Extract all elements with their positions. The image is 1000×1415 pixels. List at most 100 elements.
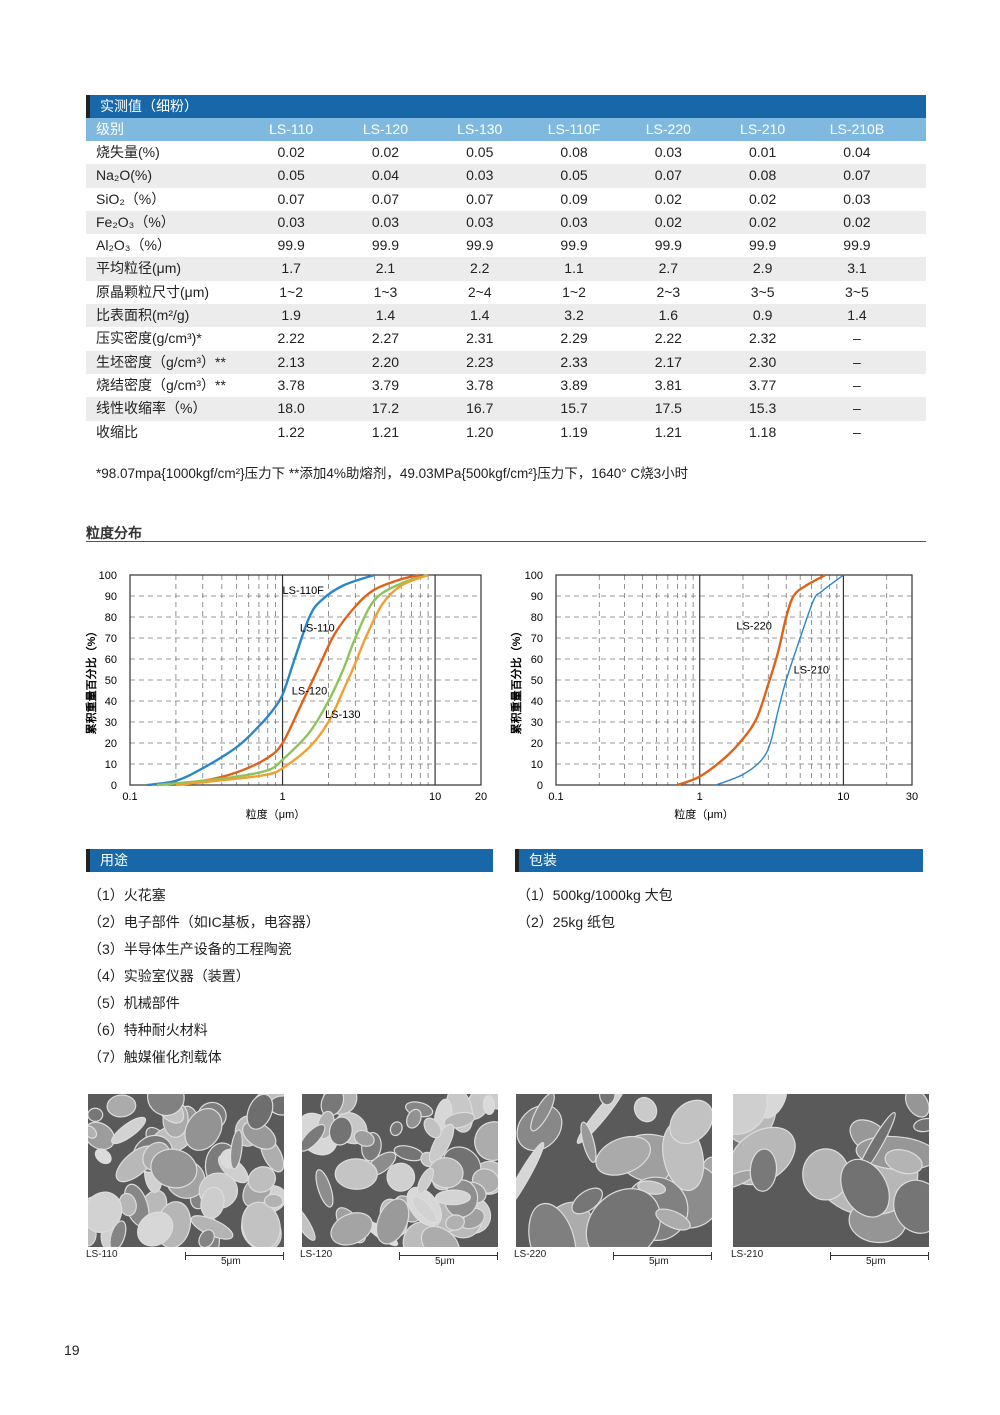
- uses-item: （2）电子部件（如IC基板，电容器）: [88, 914, 320, 930]
- table-cell: 1.19: [560, 423, 588, 440]
- table-cell: 3~5: [845, 283, 869, 300]
- table-cell: 0.07: [843, 167, 871, 184]
- x-axis-label: 粒度（μm）: [246, 807, 306, 821]
- table-cell: –: [853, 376, 861, 393]
- table-cell: 1.18: [749, 423, 777, 440]
- y-tick-label: 80: [531, 612, 543, 624]
- table-cell: 1.4: [847, 307, 867, 324]
- series-label: LS-120: [292, 686, 327, 698]
- series-line-ls-120: [156, 573, 429, 787]
- table-cell: 99.9: [843, 237, 871, 254]
- table-cell: 2.2: [470, 260, 490, 277]
- micrograph-caption: LS-210: [731, 1249, 764, 1260]
- scale-bar: [399, 1252, 498, 1260]
- table-cell: 1.1: [564, 260, 584, 277]
- properties-table: 实测值（细粉） 级别 LS-110 LS-120 LS-130 LS-110F LS-2…: [86, 95, 926, 444]
- x-tick-label: 0.1: [548, 791, 563, 803]
- table-cell: 3.78: [466, 376, 494, 393]
- table-cell: 0.02: [277, 144, 305, 160]
- table-cell: 3.79: [371, 376, 400, 393]
- y-tick-label: 20: [531, 738, 543, 750]
- series-line-ls-130: [175, 573, 429, 787]
- y-tick-label: 80: [105, 612, 117, 624]
- table-cell: 2~3: [656, 283, 681, 300]
- table-cell: 0.07: [466, 190, 494, 207]
- table-row: 线性收缩率（%） 18.0 17.2 16.7 15.7 17.5 15.3 –: [86, 397, 926, 421]
- row-label: 生坯密度（g/cm³）**: [96, 353, 226, 370]
- table-cell: 0.07: [654, 167, 682, 184]
- table-row: 烧结密度（g/cm³）** 3.78 3.79 3.78 3.89 3.81 3.77 –: [86, 374, 926, 397]
- column-header: LS-110F: [547, 121, 601, 137]
- table-cell: 3.1: [847, 260, 867, 277]
- table-cell: 0.9: [752, 307, 773, 324]
- y-tick-label: 40: [531, 696, 543, 708]
- y-tick-label: 40: [105, 696, 117, 708]
- x-tick-label: 0.1: [122, 791, 137, 803]
- series-line-ls-220: [677, 573, 827, 787]
- particle-distribution-chart-1: 0 10 20 30 40 50 60 70 80 90 100 0.1 1 10 20 粒度（μm） 累积重量…: [84, 570, 487, 821]
- plot-frame: [129, 574, 482, 786]
- scale-label: 5μm: [866, 1256, 886, 1267]
- series-label: LS-220: [736, 621, 771, 633]
- table-row: 烧失量(%) 0.02 0.02 0.05 0.08 0.03 0.01 0.04: [86, 141, 926, 164]
- row-label: 烧结密度（g/cm³）**: [96, 376, 226, 393]
- table-cell: 1.20: [466, 423, 494, 440]
- table-cell: 1.7: [281, 260, 301, 277]
- micrograph-caption: LS-120: [300, 1249, 333, 1260]
- packaging-item: （1）500kg/1000kg 大包: [517, 887, 673, 903]
- scale-label: 5μm: [649, 1256, 669, 1267]
- table-cell: 0.09: [560, 190, 588, 207]
- table-cell: 0.03: [277, 213, 305, 230]
- table-cell: 2.17: [654, 353, 682, 370]
- row-label: 烧失量(%): [96, 144, 160, 160]
- y-axis-label: 累积重量百分比（%）: [84, 626, 98, 735]
- y-axis-label: 累积重量百分比（%）: [509, 626, 523, 735]
- y-tick-label: 30: [531, 717, 543, 729]
- table-cell: 3.89: [560, 376, 588, 393]
- table-cell: –: [853, 353, 861, 370]
- table-cell: 0.04: [843, 144, 871, 160]
- table-cell: 2.27: [371, 330, 400, 347]
- table-cell: 18.0: [277, 400, 305, 417]
- table-row: 收缩比 1.22 1.21 1.20 1.19 1.21 1.18 –: [86, 421, 926, 444]
- scale-bar: [185, 1252, 284, 1260]
- table-cell: 0.03: [466, 167, 494, 184]
- column-header: LS-120: [362, 121, 409, 137]
- series-line-ls-110f: [147, 573, 375, 787]
- table-cell: 2.13: [277, 353, 305, 370]
- table-cell: –: [853, 423, 861, 440]
- table-cell: 3.77: [749, 376, 777, 393]
- x-tick-label: 10: [837, 791, 849, 803]
- table-cell: 0.02: [843, 213, 871, 230]
- sem-micrograph: [88, 1094, 284, 1247]
- x-tick-label: 1: [279, 791, 285, 803]
- table-cell: 1~2: [279, 283, 304, 300]
- table-cell: 0.05: [277, 167, 305, 184]
- table-cell: 0.08: [560, 144, 588, 160]
- table-cell: 0.05: [560, 167, 588, 184]
- series-label: LS-110: [300, 623, 335, 635]
- table-row: Na₂O(%) 0.05 0.04 0.03 0.05 0.07 0.08 0.07: [86, 164, 926, 188]
- table-row: 平均粒径(μm) 1.7 2.1 2.2 1.1 2.7 2.9 3.1: [86, 257, 926, 281]
- table-cell: 1.6: [658, 307, 679, 324]
- packaging-item: （2）25kg 纸包: [517, 914, 616, 930]
- uses-item: （5）机械部件: [88, 995, 180, 1011]
- y-tick-label: 20: [105, 738, 117, 750]
- series-line-ls-210: [715, 574, 844, 786]
- row-label: 原晶颗粒尺寸(μm): [96, 283, 210, 300]
- table-cell: 0.02: [654, 213, 682, 230]
- uses-item: （1）火花塞: [88, 887, 166, 903]
- y-tick-label: 100: [525, 570, 543, 582]
- section-divider: [86, 541, 926, 542]
- table-cell: 0.03: [466, 213, 494, 230]
- scale-label: 5μm: [435, 1256, 455, 1267]
- table-cell: 0.03: [843, 190, 871, 207]
- table-cell: 0.03: [654, 144, 682, 160]
- y-tick-label: 0: [537, 780, 543, 792]
- table-row: 比表面积(m²/g) 1.9 1.4 1.4 3.2 1.6 0.9 1.4: [86, 304, 926, 328]
- table-cell: 99.9: [277, 237, 305, 254]
- table-row: 原晶颗粒尺寸(μm) 1~2 1~3 2~4 1~2 2~3 3~5 3~5: [86, 281, 926, 304]
- row-label: Fe₂O₃（%）: [96, 213, 175, 230]
- uses-list: （1）火花塞 （2）电子部件（如IC基板，电容器） （3）半导体生产设备的工程陶瓷 （…: [88, 882, 320, 1071]
- table-cell: 0.02: [371, 144, 400, 160]
